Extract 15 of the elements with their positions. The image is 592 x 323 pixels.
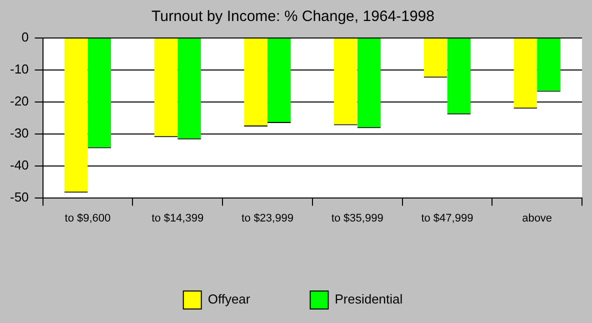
x-tick-label: to $9,600: [64, 212, 111, 224]
chart-title: Turnout by Income: % Change, 1964-1998: [152, 8, 434, 26]
y-tick-label: 0: [22, 30, 29, 45]
x-tick-label: above: [522, 212, 552, 224]
y-tick-label: -10: [10, 62, 29, 77]
legend-label: Offyear: [208, 292, 251, 307]
y-tick-label: -50: [10, 189, 29, 204]
x-tick-label: to $23,999: [241, 212, 294, 224]
x-tick-label: to $14,399: [152, 212, 204, 224]
y-tick-label: -30: [10, 125, 29, 140]
x-tick-label: to $35,999: [331, 212, 384, 224]
y-tick-label: -20: [10, 94, 29, 108]
x-tick-label: to $47,999: [421, 212, 474, 224]
legend-label: Presidential: [334, 292, 403, 307]
y-tick-label: -40: [10, 157, 29, 172]
